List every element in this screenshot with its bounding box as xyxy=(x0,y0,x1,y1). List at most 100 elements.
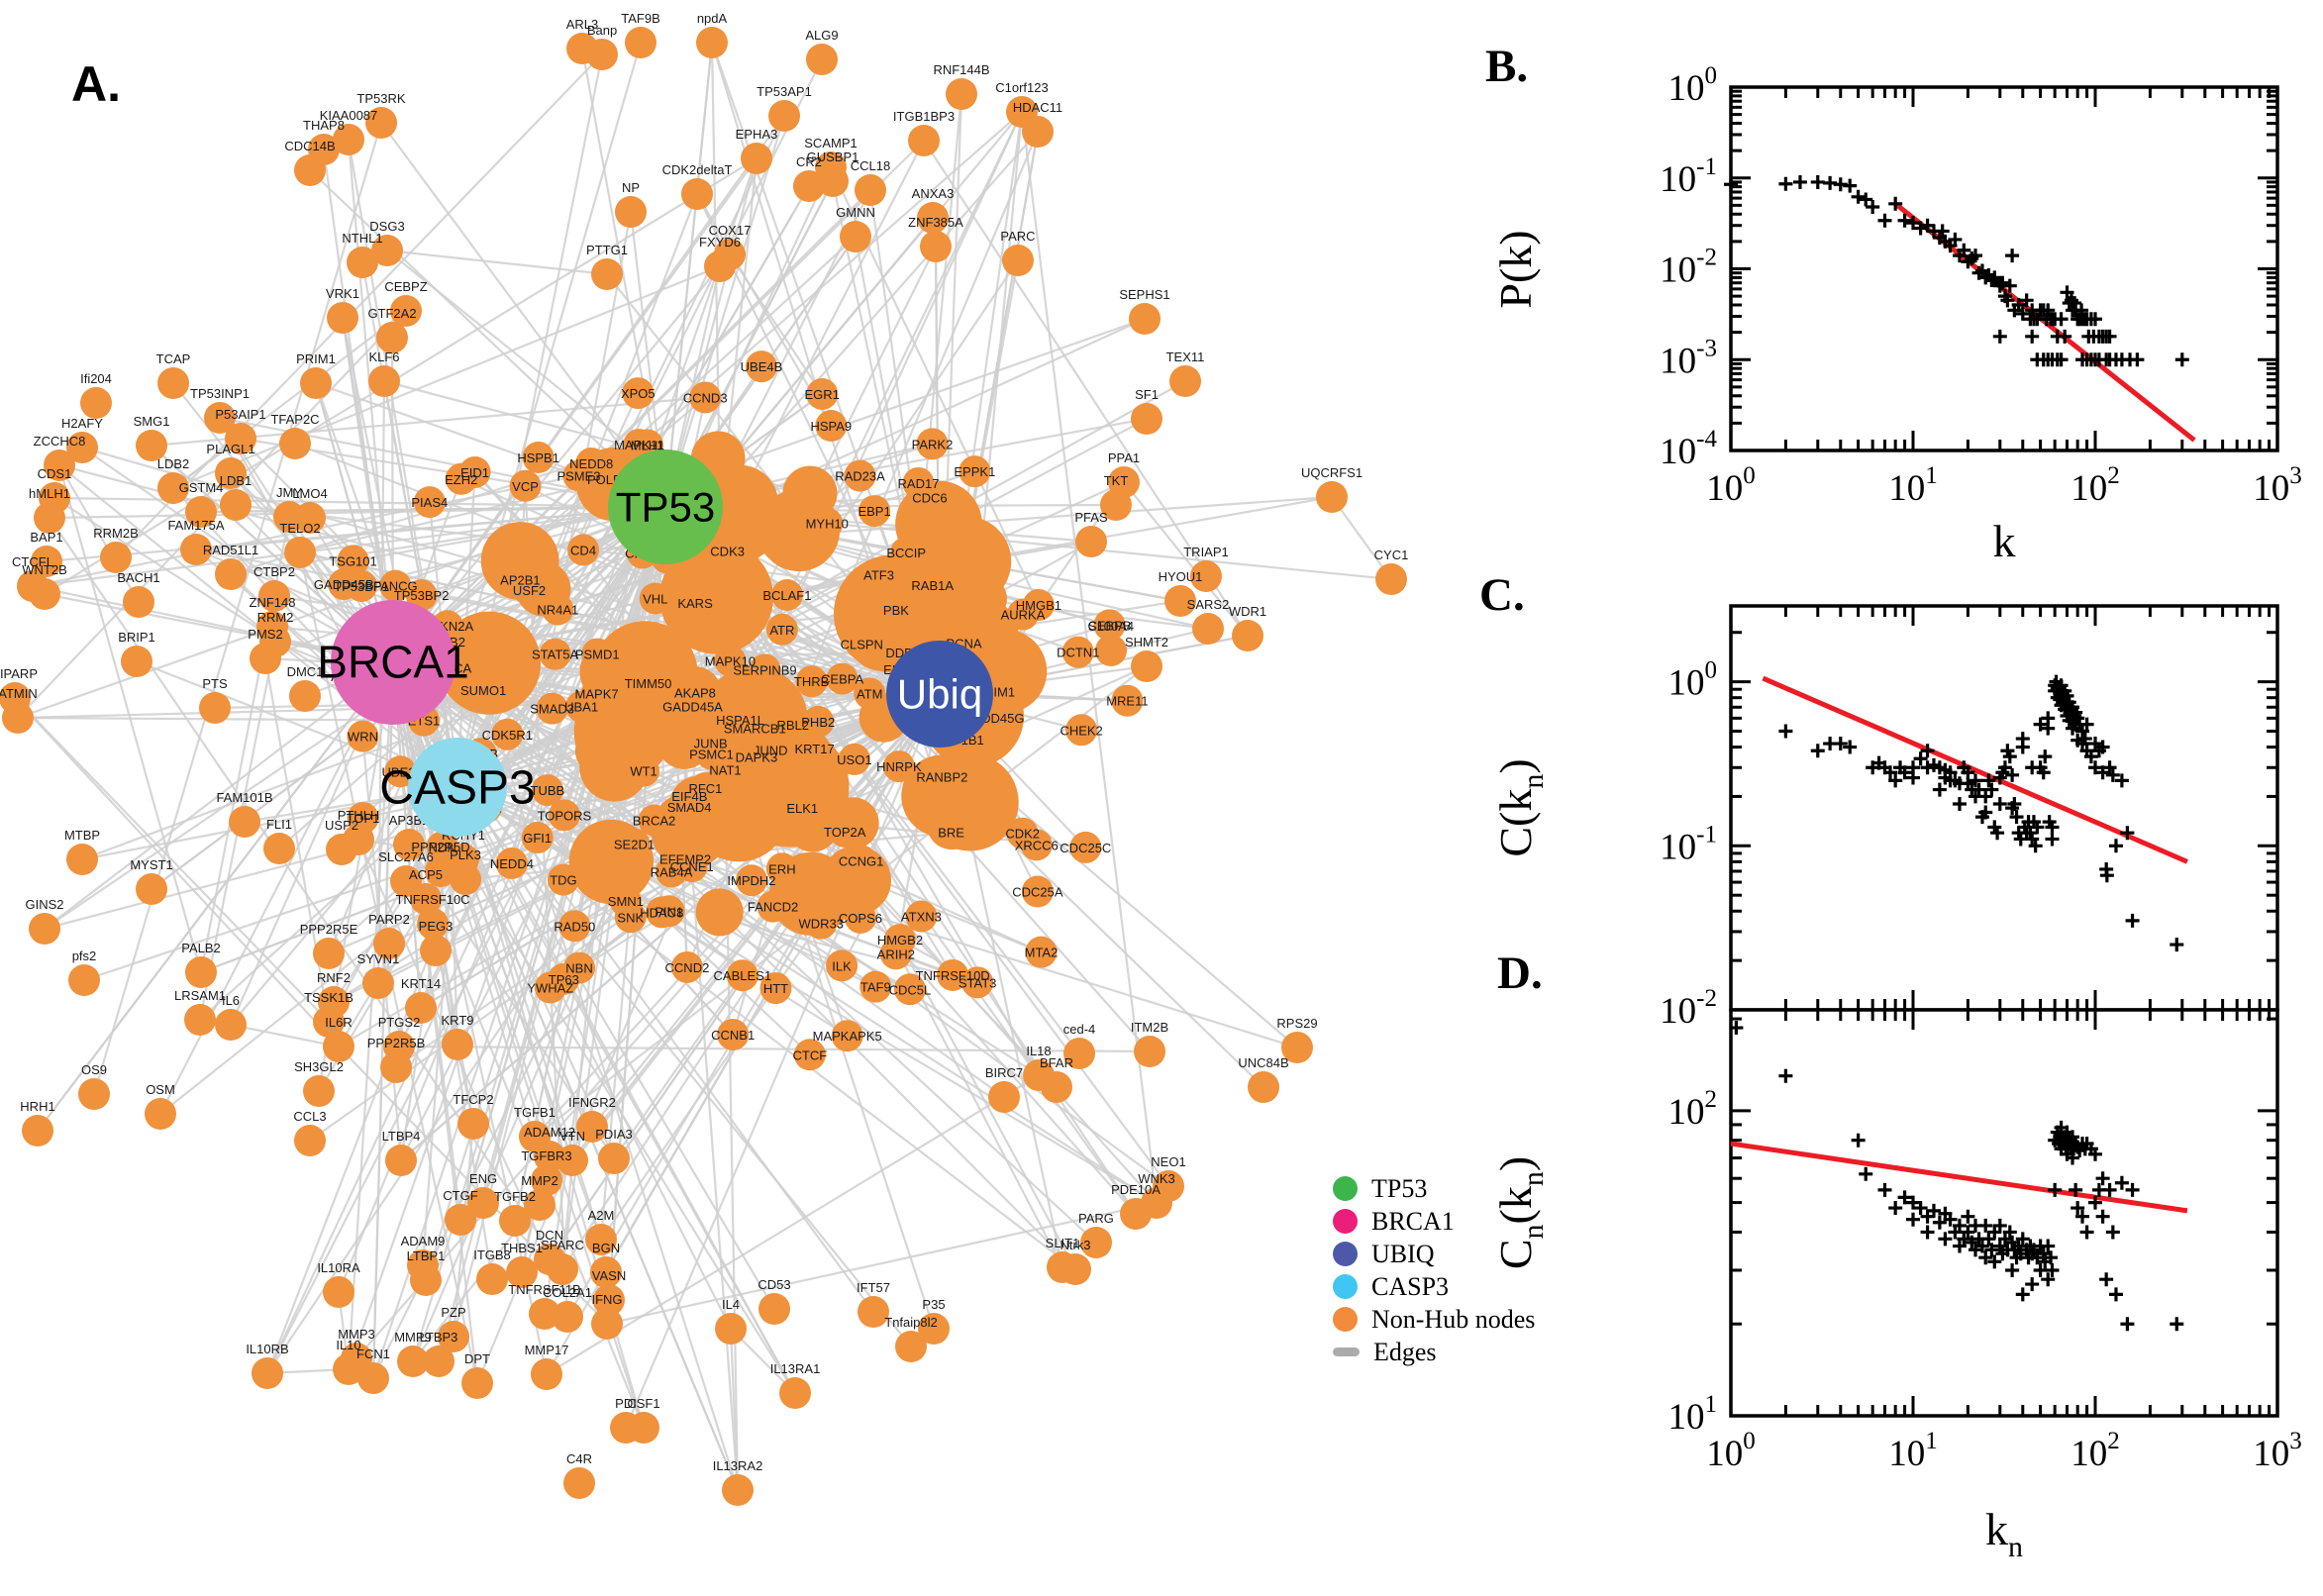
non-hub-node xyxy=(1131,650,1162,682)
node-label: TEX11 xyxy=(1166,349,1205,364)
node-label: UBE4B xyxy=(741,359,783,374)
non-hub-node xyxy=(1134,1036,1165,1067)
non-hub-node xyxy=(371,235,403,266)
network-edge xyxy=(455,462,593,788)
non-hub-node xyxy=(499,1205,531,1237)
node-label: MMP2 xyxy=(521,1173,558,1188)
node-label: LTBP1 xyxy=(407,1248,446,1263)
non-hub-node xyxy=(536,692,568,725)
hub-label-ubiq: Ubiq xyxy=(897,670,982,717)
non-hub-node xyxy=(670,950,703,983)
node-label: TSG101 xyxy=(329,553,376,568)
node-label: EFEMP2 xyxy=(659,851,711,866)
non-hub-node xyxy=(615,196,647,228)
network-hubs: TP53 BRCA1 Ubiq CASP3 xyxy=(317,449,993,837)
non-hub-cluster-blob xyxy=(579,732,650,802)
non-hub-node xyxy=(294,1125,326,1156)
non-hub-node xyxy=(1316,481,1348,513)
non-hub-node xyxy=(757,890,789,923)
non-hub-node xyxy=(294,502,326,534)
node-label: KARS xyxy=(677,596,713,611)
node-label: IL10RB xyxy=(246,1342,288,1356)
non-hub-cluster-blob xyxy=(701,464,779,543)
non-hub-node xyxy=(524,1189,556,1221)
node-label: COPS6 xyxy=(839,911,882,926)
node-label: RAB4A xyxy=(651,864,693,879)
non-hub-node xyxy=(917,202,949,234)
non-hub-node xyxy=(768,100,800,132)
node-label: HTT xyxy=(763,981,788,996)
node-label: TGFB1 xyxy=(514,1105,556,1120)
non-hub-node xyxy=(423,1346,454,1377)
non-hub-node xyxy=(289,680,321,712)
non-hub-node xyxy=(66,432,98,463)
node-label: PZP xyxy=(441,1305,465,1320)
network-edge xyxy=(408,844,615,1159)
node-label: TIPARP xyxy=(0,666,38,681)
hub-node-tp53 xyxy=(608,449,723,564)
node-label: GMNN xyxy=(836,205,875,220)
hub-label-casp3: CASP3 xyxy=(379,761,535,814)
non-hub-node xyxy=(749,653,781,686)
non-hub-node xyxy=(755,734,787,766)
non-hub-node xyxy=(34,502,65,534)
non-hub-node xyxy=(534,971,566,1004)
node-label: KRT14 xyxy=(401,976,441,991)
non-hub-node xyxy=(717,1018,750,1050)
non-hub-node xyxy=(916,568,949,601)
non-hub-node xyxy=(457,1108,489,1140)
non-hub-node xyxy=(157,367,189,399)
node-label: ZNF385A xyxy=(908,215,963,230)
non-hub-node xyxy=(817,165,849,197)
node-label: BCCIP xyxy=(886,546,926,560)
non-hub-node xyxy=(185,956,217,988)
non-hub-node xyxy=(258,580,290,612)
non-hub-node xyxy=(724,704,757,737)
node-label: GADD45A xyxy=(662,700,723,715)
node-label: PFAS xyxy=(1074,510,1108,525)
node-label: C4R xyxy=(566,1451,592,1466)
non-hub-node xyxy=(380,1051,412,1083)
node-label: IL4 xyxy=(722,1297,740,1312)
network-edge xyxy=(58,464,140,603)
node-label: WRN xyxy=(348,730,378,745)
non-hub-node xyxy=(509,469,542,502)
network-edge xyxy=(230,1023,340,1048)
node-label: RAD23A xyxy=(835,469,885,484)
scatter-points xyxy=(1778,674,2184,952)
node-label: IL10RA xyxy=(317,1260,360,1275)
node-label: PPP2R5B xyxy=(367,1036,426,1050)
panel-b-label: B. xyxy=(1485,41,1529,92)
node-label: TOP2A xyxy=(824,825,866,840)
node-label: SHMT2 xyxy=(1125,635,1168,649)
non-hub-node xyxy=(467,673,500,706)
node-label: PTTG1 xyxy=(586,243,628,257)
network-edge xyxy=(299,478,614,554)
axis-label: k xyxy=(1993,516,2016,566)
node-label: ATXN3 xyxy=(901,910,942,925)
node-label: TNFRSF10D xyxy=(916,968,990,983)
node-label: AURKA xyxy=(1001,608,1046,623)
non-hub-node xyxy=(539,638,571,670)
non-hub-node xyxy=(333,1353,364,1385)
non-hub-node xyxy=(491,718,524,750)
node-label: CDK3 xyxy=(710,544,745,558)
node-label: ALG9 xyxy=(805,28,838,43)
node-label: FLI1 xyxy=(266,817,292,832)
non-hub-node xyxy=(1095,635,1127,666)
non-hub-node xyxy=(294,154,326,186)
node-label: SNK xyxy=(617,910,644,925)
node-label: CDK5R1 xyxy=(482,728,533,743)
node-label: XRCC6 xyxy=(1015,838,1059,852)
non-hub-node xyxy=(1120,1198,1152,1230)
network-edge xyxy=(49,517,563,1270)
network-edge xyxy=(462,858,796,1394)
node-label: ATMIN xyxy=(0,686,38,701)
non-hub-node xyxy=(793,1039,826,1071)
non-hub-node xyxy=(390,295,422,327)
node-label: KLF6 xyxy=(368,349,399,364)
non-hub-node xyxy=(622,377,655,410)
node-label: ANXA3 xyxy=(912,186,955,201)
non-hub-node xyxy=(1063,1038,1095,1069)
node-label: RAD51L1 xyxy=(203,543,258,557)
